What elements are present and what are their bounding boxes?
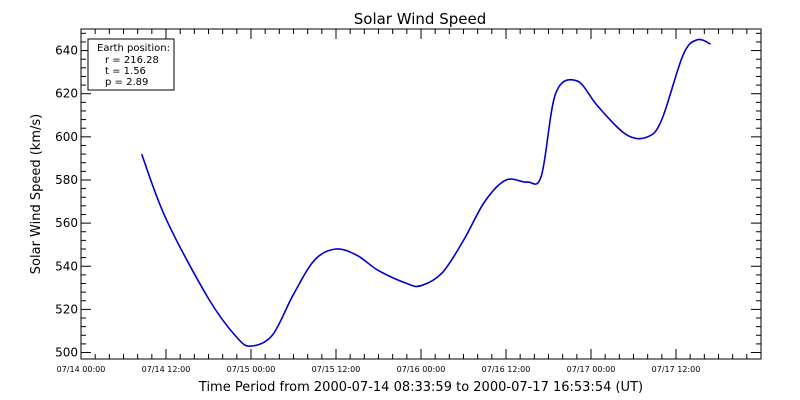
y-axis: 500 520 540 560 580 600 620 640: [55, 32, 761, 360]
x-tick-label: 07/16 12:00: [482, 365, 531, 374]
x-tick-label: 07/16 00:00: [397, 365, 446, 374]
y-tick-label: 560: [55, 216, 78, 230]
y-tick-label: 600: [55, 130, 78, 144]
series-line: [140, 38, 712, 347]
earth-position-heading: Earth position:: [97, 43, 170, 54]
earth-position-r: r = 216.28: [105, 55, 159, 66]
earth-position-t: t = 1.56: [105, 66, 146, 77]
y-axis-label: Solar Wind Speed (km/s): [29, 114, 44, 274]
x-axis: 07/14 00:00 07/14 12:00 07/15 00:00 07/15 1…: [57, 29, 762, 374]
plot-frame: [80, 28, 762, 360]
y-tick-label: 520: [55, 302, 78, 316]
earth-position-p: p = 2.89: [105, 77, 148, 88]
x-tick-label: 07/15 00:00: [227, 365, 276, 374]
y-tick-label: 640: [55, 44, 78, 58]
y-tick-label: 540: [55, 259, 78, 273]
x-tick-label: 07/17 12:00: [652, 365, 701, 374]
x-tick-label: 07/15 12:00: [312, 365, 361, 374]
y-tick-label: 620: [55, 87, 78, 101]
earth-position-frame: [87, 38, 175, 91]
y-tick-label: 580: [55, 173, 78, 187]
x-tick-label: 07/17 00:00: [567, 365, 616, 374]
x-tick-label: 07/14 00:00: [57, 365, 106, 374]
x-axis-label: Time Period from 2000-07-14 08:33:59 to …: [198, 380, 643, 395]
earth-position-box: Earth position: r = 216.28 t = 1.56 p = …: [87, 38, 175, 91]
y-tick-label: 500: [55, 346, 78, 360]
chart-title: Solar Wind Speed: [354, 10, 486, 28]
x-tick-label: 07/14 12:00: [142, 365, 191, 374]
